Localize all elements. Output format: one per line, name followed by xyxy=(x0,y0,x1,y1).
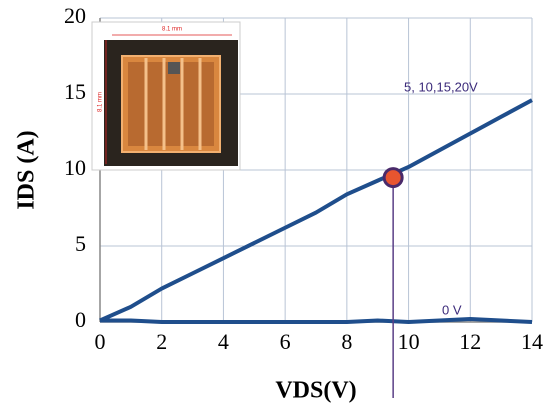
x-tick-label: 0 xyxy=(95,329,106,354)
series-annotation: 0 V xyxy=(442,302,462,317)
x-tick-label: 6 xyxy=(280,329,291,354)
y-tick-label: 10 xyxy=(64,155,86,180)
inset-label: 8.1 mm xyxy=(98,92,104,112)
series-annotation: 5, 10,15,20V xyxy=(404,79,478,94)
x-tick-label: 4 xyxy=(218,329,229,354)
x-tick-label: 8 xyxy=(341,329,352,354)
y-tick-label: 20 xyxy=(64,3,86,28)
x-tick-label: 10 xyxy=(398,329,420,354)
inset-label: 8.1 mm xyxy=(162,27,182,33)
x-axis-title: VDS(V) xyxy=(275,378,356,404)
y-tick-label: 15 xyxy=(64,79,86,104)
y-tick-label: 0 xyxy=(75,307,86,332)
x-tick-label: 12 xyxy=(459,329,481,354)
y-axis-title: IDS (A) xyxy=(14,130,40,209)
chart: VDS(V) IDS (A) 8.1 mm 8.1 mm 0 2 4 6 8 10 12 14… xyxy=(0,0,551,410)
x-tick-label: 2 xyxy=(156,329,167,354)
y-tick-label: 5 xyxy=(75,231,86,256)
x-tick-label: 14 xyxy=(521,329,543,354)
inset-image: 8.1 mm 8.1 mm xyxy=(92,22,240,170)
chip-pad xyxy=(168,62,180,74)
highlight-point xyxy=(384,169,402,187)
